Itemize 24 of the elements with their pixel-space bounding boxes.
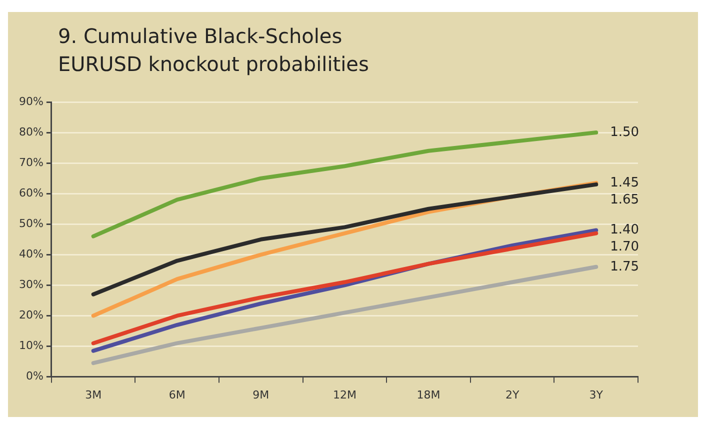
x-tick-label: 3M [85,388,102,402]
series-label: 1.70 [610,240,640,255]
y-tick-label: 20% [18,308,44,322]
y-tick-label: 40% [18,248,44,261]
y-tick-label: 70% [18,156,44,169]
y-tick-label: 30% [18,278,44,292]
x-tick-label: 6M [168,388,186,402]
y-tick-label: 50% [18,216,44,230]
y-tick-label: 10% [18,339,44,352]
y-tick-label: 80% [18,125,44,138]
y-tick-label: 60% [18,186,44,200]
series-label: 1.40 [610,222,640,238]
x-tick-label: 3Y [589,388,604,402]
y-tick-label: 90% [18,94,44,108]
series-label: 1.50 [610,124,640,140]
x-tick-label: 9M [252,388,270,402]
x-tick-label: 12M [332,388,356,402]
x-tick-label: 2Y [505,388,520,402]
series-label: 1.65 [610,192,640,208]
x-tick-label: 18M [416,388,440,402]
series-label: 1.75 [610,259,640,274]
chart-title: 9. Cumulative Black-Scholes EURUSD knockout probabilities [58,23,370,78]
y-tick-label: 0% [26,370,44,383]
series-label: 1.45 [610,175,640,190]
